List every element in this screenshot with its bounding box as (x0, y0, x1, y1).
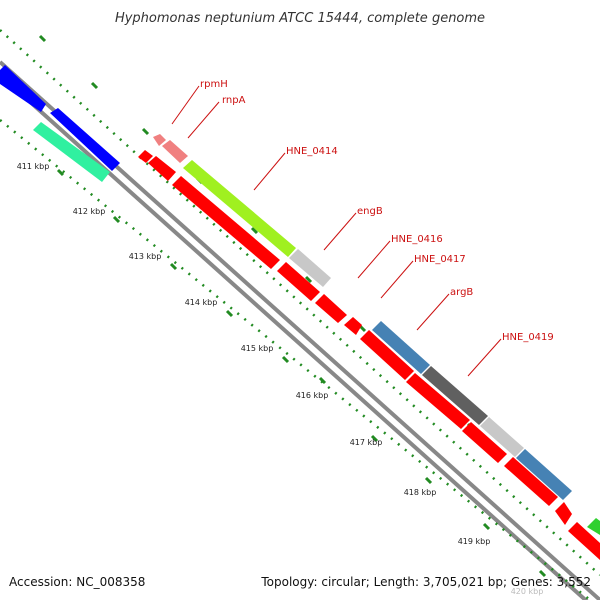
cds-arrow (344, 317, 362, 335)
cds-arrow (462, 422, 507, 463)
cds-arrow (360, 330, 414, 380)
gene-labels: rpmH rnpA HNE_0414 engB HNE_0416 HNE_041… (171, 79, 554, 377)
tick-label: 418 kbp (404, 488, 437, 497)
inner-major-tick (281, 355, 290, 364)
backbone-inner-line (0, 73, 589, 600)
gene-label-engB: engB (357, 206, 383, 217)
cds-arrow (315, 294, 347, 323)
cds-arrow (406, 373, 470, 429)
rpmH-feature (153, 134, 166, 146)
inner-major-tick (538, 569, 547, 578)
label-leader (171, 85, 200, 125)
tick-label: 420 kbp (511, 587, 544, 596)
tick-label: 414 kbp (185, 298, 218, 307)
cds-arrow (504, 457, 558, 506)
cds-arrow (568, 522, 600, 560)
inner-major-tick (56, 168, 65, 177)
cds-arrow (277, 262, 320, 301)
rnpA-feature (162, 140, 188, 163)
upstream-blue-gene (0, 65, 46, 112)
steelblue-feature (516, 449, 572, 500)
inner-major-tick (112, 215, 121, 224)
engB-feature (289, 249, 331, 287)
inner-major-tick (169, 262, 178, 271)
tick-label: 413 kbp (129, 252, 162, 261)
inner-major-tick (318, 376, 327, 385)
edge-green-feature (587, 518, 600, 535)
label-leader (253, 152, 286, 191)
tick-label: 419 kbp (458, 537, 491, 546)
tick-label: 411 kbp (17, 162, 50, 171)
outer-major-tick (304, 275, 313, 284)
accession-text: Accession: NC_008358 (9, 575, 145, 589)
outer-major-tick (90, 81, 99, 90)
HNE_0419-feature (422, 366, 488, 425)
outer-tick-ring (0, 29, 600, 576)
map-title: Hyphomonas neptunium ATCC 15444, complet… (115, 11, 485, 26)
tick-label: 415 kbp (241, 344, 274, 353)
label-leader (416, 293, 450, 331)
grey-feature (480, 417, 524, 457)
forward-strand-features (0, 65, 600, 535)
label-leader (323, 212, 357, 251)
upstream-teal-gene (33, 122, 110, 182)
inner-major-tick (225, 309, 234, 318)
gene-label-HNE_0414: HNE_0414 (286, 146, 338, 157)
gene-label-rpmH: rpmH (200, 79, 228, 90)
outer-major-tick (141, 127, 150, 136)
tick-label: 416 kbp (296, 391, 329, 400)
outer-major-tick (250, 226, 259, 235)
label-leader (380, 260, 414, 299)
outer-dotted-ring (0, 29, 600, 576)
gene-label-argB: argB (450, 287, 473, 298)
upstream-blue-gene-2 (50, 108, 120, 171)
inner-major-tick (370, 434, 379, 443)
cds-arrow (555, 502, 572, 525)
cds-arrow (148, 156, 176, 181)
inner-dotted-ring (0, 119, 591, 600)
cds-arrow (138, 150, 153, 163)
tick-label: 417 kbp (350, 438, 383, 447)
argB-feature (372, 321, 430, 374)
genome-summary-text: Topology: circular; Length: 3,705,021 bp… (260, 575, 591, 589)
gene-label-rnpA: rnpA (222, 95, 246, 106)
gene-label-HNE_0417: HNE_0417 (414, 254, 466, 265)
outer-major-tick (38, 34, 47, 43)
cds-arrow (172, 176, 280, 269)
tick-labels: 411 kbp 412 kbp 413 kbp 414 kbp 415 kbp … (17, 162, 544, 596)
label-leader (187, 101, 220, 139)
gene-label-HNE_0419: HNE_0419 (502, 332, 554, 343)
gene-label-HNE_0416: HNE_0416 (391, 234, 443, 245)
label-leader (467, 338, 502, 377)
reverse-strand-features (33, 122, 600, 560)
tick-label: 412 kbp (73, 207, 106, 216)
inner-major-tick (424, 476, 433, 485)
HNE_0414-feature (183, 160, 296, 257)
label-leader (357, 240, 391, 279)
inner-major-tick (482, 522, 491, 531)
inner-tick-ring (0, 119, 591, 600)
